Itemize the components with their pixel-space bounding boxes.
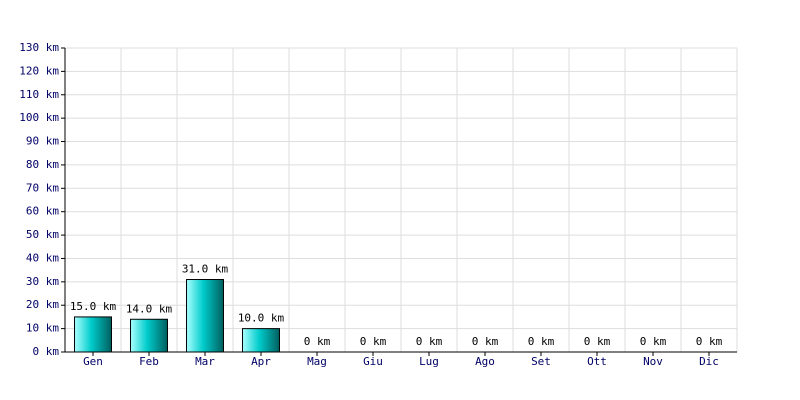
value-label: 0 km	[472, 335, 499, 348]
y-tick-label: 40 km	[26, 251, 59, 264]
y-tick-label: 120 km	[19, 64, 59, 77]
x-tick-label: Mag	[307, 355, 327, 368]
bar	[186, 279, 224, 353]
x-tick-label: Gen	[83, 355, 103, 368]
value-label: 0 km	[360, 335, 387, 348]
x-tick-label: Giu	[363, 355, 383, 368]
value-label: 0 km	[584, 335, 611, 348]
bar	[242, 328, 280, 353]
y-tick-label: 90 km	[26, 135, 59, 148]
x-tick-label: Dic	[699, 355, 719, 368]
x-tick-label: Apr	[251, 355, 271, 368]
y-tick-label: 20 km	[26, 298, 59, 311]
y-tick-label: 50 km	[26, 228, 59, 241]
value-label: 0 km	[304, 335, 331, 348]
y-tick-label: 80 km	[26, 158, 59, 171]
y-tick-label: 60 km	[26, 205, 59, 218]
value-label: 14.0 km	[126, 302, 173, 315]
value-label: 0 km	[696, 335, 723, 348]
x-tick-label: Nov	[643, 355, 663, 368]
x-tick-label: Lug	[419, 355, 439, 368]
x-tick-label: Ago	[475, 355, 495, 368]
bar	[130, 318, 168, 353]
value-label: 15.0 km	[70, 300, 117, 313]
value-label: 10.0 km	[238, 312, 285, 325]
value-label: 31.0 km	[182, 263, 229, 276]
x-tick-label: Feb	[139, 355, 159, 368]
x-tick-label: Set	[531, 355, 551, 368]
y-tick-label: 10 km	[26, 322, 59, 335]
y-tick-label: 70 km	[26, 181, 59, 194]
value-label: 0 km	[416, 335, 443, 348]
y-tick-label: 30 km	[26, 275, 59, 288]
x-tick-label: Mar	[195, 355, 215, 368]
value-label: 0 km	[528, 335, 555, 348]
y-tick-label: 0 km	[33, 345, 60, 358]
y-tick-label: 130 km	[19, 41, 59, 54]
value-label: 0 km	[640, 335, 667, 348]
x-tick-label: Ott	[587, 355, 607, 368]
bar	[74, 316, 112, 353]
y-tick-label: 100 km	[19, 111, 59, 124]
y-tick-label: 110 km	[19, 88, 59, 101]
